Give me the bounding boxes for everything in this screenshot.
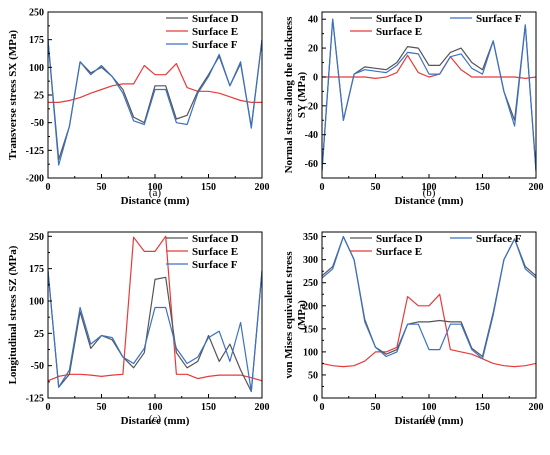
series-line-surface-e bbox=[322, 293, 536, 368]
y-axis-label: Longitudinal stress SZ (MPa) bbox=[7, 245, 19, 384]
series-line-surface-f bbox=[322, 18, 536, 171]
y-tick-label: 350 bbox=[303, 232, 318, 243]
series-group bbox=[322, 18, 536, 171]
y-tick-label: 150 bbox=[303, 324, 318, 335]
legend-label-surface-e: Surface E bbox=[376, 246, 422, 258]
y-tick-label: -50 bbox=[31, 361, 44, 372]
legend-label-surface-e: Surface E bbox=[376, 26, 422, 38]
x-tick-label: 0 bbox=[320, 402, 325, 413]
chart-panel-b: 0 50 100 150 200 -60 -40 -20 0 20 40 Distance (mm) N… bbox=[283, 11, 544, 207]
x-tick-label: 200 bbox=[529, 402, 544, 413]
legend-label-surface-e: Surface E bbox=[192, 246, 238, 258]
y-tick-label: 250 bbox=[303, 278, 318, 289]
panel-caption: (a) bbox=[149, 187, 162, 199]
y-tick-label: -40 bbox=[305, 130, 318, 141]
y-tick-label: 50 bbox=[308, 370, 318, 381]
legend-label-surface-f: Surface F bbox=[192, 39, 238, 51]
y-tick-label: 250 bbox=[29, 8, 44, 19]
y-axis-label: Transverse stress SX (MPa) bbox=[7, 30, 19, 160]
legend-label-surface-d: Surface D bbox=[192, 13, 239, 25]
x-axis-label: Distance (mm) bbox=[395, 415, 464, 427]
legend-label-surface-d: Surface D bbox=[376, 13, 423, 25]
series-line-surface-d bbox=[322, 236, 536, 358]
y-tick-label: 200 bbox=[303, 301, 318, 312]
y-tick-label: 25 bbox=[34, 91, 44, 102]
series-group bbox=[48, 235, 262, 393]
plot-frame bbox=[321, 11, 537, 179]
y-tick-label: -60 bbox=[305, 159, 318, 170]
x-axis-label: Distance (mm) bbox=[121, 195, 190, 207]
series-line-surface-d bbox=[322, 18, 536, 171]
y-tick-label: 100 bbox=[29, 63, 44, 74]
series-line-surface-d bbox=[48, 39, 262, 161]
legend-label-surface-d: Surface D bbox=[376, 233, 423, 245]
x-tick-label: 50 bbox=[97, 402, 107, 413]
y-tick-label: -50 bbox=[31, 118, 44, 129]
y-axis-label-line: Normal stress along the thickness bbox=[283, 16, 295, 174]
legend-label-surface-d: Surface D bbox=[192, 233, 239, 245]
chart-panel-d: 0 50 100 150 200 0 50 100 150 200 250 300 350 Distanc… bbox=[283, 231, 544, 427]
y-axis-label-line: SY (MPa) bbox=[296, 72, 308, 119]
y-tick-label: 20 bbox=[308, 44, 318, 55]
y-tick-label: 100 bbox=[303, 347, 318, 358]
y-tick-label: 175 bbox=[29, 35, 44, 46]
series-line-surface-f bbox=[322, 236, 536, 360]
panel-caption: (b) bbox=[423, 187, 436, 199]
series-line-surface-e bbox=[48, 235, 262, 382]
x-tick-label: 50 bbox=[371, 402, 381, 413]
panel-caption: (d) bbox=[423, 413, 436, 425]
series-group bbox=[322, 236, 536, 368]
x-tick-label: 150 bbox=[475, 182, 490, 193]
x-tick-label: 0 bbox=[46, 402, 51, 413]
panel-caption: (c) bbox=[149, 413, 162, 425]
y-tick-label: 250 bbox=[29, 232, 44, 243]
y-axis-label-line: von Mises equivalent stress bbox=[283, 251, 295, 379]
x-axis-label: Distance (mm) bbox=[395, 195, 464, 207]
series-line-surface-e bbox=[48, 62, 262, 104]
y-tick-label: -20 bbox=[305, 101, 318, 112]
y-tick-label: 300 bbox=[303, 255, 318, 266]
y-tick-label: -200 bbox=[26, 174, 44, 185]
x-tick-label: 100 bbox=[148, 402, 163, 413]
y-axis-label: Normal stress along the thicknessSY (MPa… bbox=[283, 16, 308, 174]
y-tick-label: 0 bbox=[313, 394, 318, 405]
series-line-surface-f bbox=[48, 39, 262, 166]
plot-frame bbox=[321, 231, 537, 399]
x-axis-label: Distance (mm) bbox=[121, 415, 190, 427]
y-tick-label: 175 bbox=[29, 264, 44, 275]
y-tick-label: 100 bbox=[29, 296, 44, 307]
chart-panel-c: 0 50 100 150 200 -125 -50 25 100 175 250 Distance (… bbox=[7, 231, 270, 427]
y-tick-label: 40 bbox=[308, 15, 318, 26]
y-axis-label-line: (MPa) bbox=[296, 300, 308, 330]
x-tick-label: 200 bbox=[255, 402, 270, 413]
x-tick-label: 150 bbox=[201, 402, 216, 413]
legend-label-surface-f: Surface F bbox=[476, 13, 522, 25]
x-tick-label: 50 bbox=[371, 182, 381, 193]
series-line-surface-d bbox=[48, 270, 262, 393]
series-group bbox=[48, 39, 262, 166]
y-tick-label: -125 bbox=[26, 146, 44, 157]
x-tick-label: 200 bbox=[529, 182, 544, 193]
legend-label-surface-e: Surface E bbox=[192, 26, 238, 38]
x-tick-label: 100 bbox=[422, 182, 437, 193]
x-tick-label: 50 bbox=[97, 182, 107, 193]
x-tick-label: 200 bbox=[255, 182, 270, 193]
y-tick-label: -125 bbox=[26, 394, 44, 405]
x-tick-label: 100 bbox=[148, 182, 163, 193]
x-tick-label: 100 bbox=[422, 402, 437, 413]
y-tick-label: 0 bbox=[313, 72, 318, 83]
y-tick-label: 25 bbox=[34, 329, 44, 340]
legend-label-surface-f: Surface F bbox=[476, 233, 522, 245]
x-tick-label: 150 bbox=[201, 182, 216, 193]
x-tick-label: 0 bbox=[320, 182, 325, 193]
chart-panel-a: 0 50 100 150 200 -200 -125 -50 25 100 175 250 Distan… bbox=[7, 8, 270, 208]
y-axis-label: von Mises equivalent stress(MPa) bbox=[283, 251, 308, 379]
legend-label-surface-f: Surface F bbox=[192, 259, 238, 271]
series-line-surface-f bbox=[48, 270, 262, 393]
x-tick-label: 0 bbox=[46, 182, 51, 193]
x-tick-label: 150 bbox=[475, 402, 490, 413]
